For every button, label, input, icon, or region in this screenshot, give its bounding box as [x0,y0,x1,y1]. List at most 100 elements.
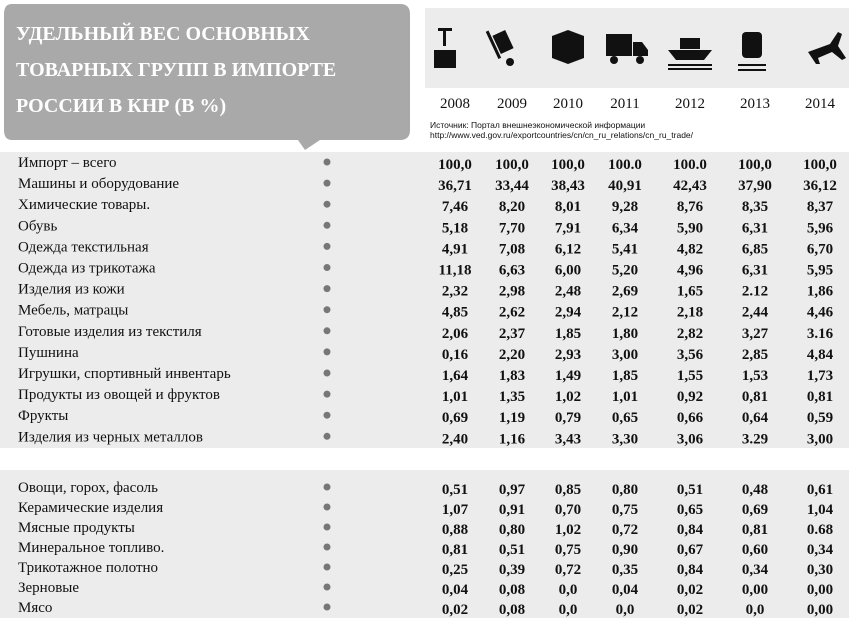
cell-value: 5,90 [677,220,703,236]
row-label: Одежда из трикотажа [18,261,156,277]
bullet [323,503,331,511]
cell-value: 0,81 [742,389,768,405]
cell-value: 5,41 [612,241,638,257]
row-label: Овощи, горох, фасоль [18,480,158,496]
cell-value: 0,51 [499,542,525,558]
bullet [323,285,331,293]
cell-value: 4,46 [807,305,834,321]
bullet [323,411,331,419]
cell-value: 0,92 [677,389,703,405]
source-line: http://www.ved.gov.ru/exportcountries/cn… [430,130,694,140]
cell-value: 100.0 [608,157,642,173]
title-bubble [4,4,410,150]
cell-value: 100,0 [738,157,772,173]
cell-value: 100,0 [551,157,585,173]
cell-value: 6,12 [555,241,581,257]
cell-value: 4,85 [442,305,468,321]
year: 2014 [805,96,836,112]
cell-value: 2,06 [442,326,469,342]
cell-value: 1,85 [555,326,581,342]
cell-value: 0,30 [807,562,833,578]
cell-value: 0,61 [807,482,833,498]
cell-value: 2,37 [499,326,526,342]
cell-value: 7,08 [499,241,525,257]
table-block [0,470,849,618]
cell-value: 0,25 [442,562,468,578]
cell-value: 0,60 [742,542,768,558]
cell-value: 6,31 [742,220,768,236]
cell-value: 5,20 [612,263,638,279]
cell-value: 0,64 [742,410,769,426]
cell-value: 2,98 [499,284,525,300]
cell-value: 2,62 [499,305,525,321]
row-label: Готовые изделия из текстиля [18,324,202,340]
cell-value: 2,44 [742,305,769,321]
cell-value: 1,01 [442,389,468,405]
row-label: Минеральное топливо. [18,540,164,556]
bullet [323,543,331,551]
cell-value: 0,69 [442,410,468,426]
cell-value: 0,75 [612,502,638,518]
cell-value: 6,85 [742,241,768,257]
cell-value: 1,73 [807,368,833,384]
cell-value: 0,0 [559,602,578,618]
cell-value: 6,34 [612,220,639,236]
cell-value: 0,04 [612,582,639,598]
row-label: Фрукты [18,408,68,424]
cell-value: 0,88 [442,522,468,538]
bullet [323,583,331,591]
cell-value: 8,20 [499,199,525,215]
cell-value: 3,06 [677,431,704,447]
cell-value: 1,19 [499,410,525,426]
cell-value: 6,31 [742,263,768,279]
row-label: Импорт – всего [18,155,116,171]
cell-value: 100.0 [673,157,707,173]
cell-value: 0,67 [677,542,704,558]
cell-value: 6,63 [499,263,525,279]
cell-value: 0,00 [807,582,833,598]
cell-value: 1,80 [612,326,638,342]
cell-value: 5,96 [807,220,834,236]
cell-value: 0,02 [677,602,703,618]
cell-value: 2,82 [677,326,703,342]
cell-value: 5,18 [442,220,468,236]
bullet [323,179,331,187]
row-label: Мясо [18,600,52,616]
bullet [323,327,331,335]
cell-value: 3,30 [612,431,638,447]
bullet [323,264,331,271]
cell-value: 0,72 [612,522,638,538]
cell-value: 0,81 [807,389,833,405]
cell-value: 2,48 [555,284,581,300]
bullet [323,523,331,531]
cell-value: 0,51 [442,482,468,498]
cell-value: 0,66 [677,410,704,426]
cell-value: 8,76 [677,199,704,215]
year: 2013 [740,96,770,112]
cell-value: 8,01 [555,199,581,215]
cell-value: 8,35 [742,199,768,215]
cell-value: 0,08 [499,582,525,598]
cell-value: 3.16 [807,326,834,342]
cell-value: 4,91 [442,241,468,257]
cell-value: 7,91 [555,220,581,236]
row-label: Продукты из овощей и фруктов [18,387,220,403]
cell-value: 0,39 [499,562,525,578]
cell-value: 0,02 [677,582,703,598]
cell-value: 0,90 [612,542,638,558]
cell-value: 0,00 [807,602,833,618]
row-label: Химические товары. [18,197,150,213]
row-label: Пушнина [18,345,79,361]
cell-value: 5,95 [807,263,833,279]
cell-value: 3,27 [742,326,769,342]
box-icon [552,30,584,64]
table-block [0,152,849,448]
cell-value: 100,0 [495,157,529,173]
cell-value: 2,18 [677,305,703,321]
cell-value: 0,91 [499,502,525,518]
icons [434,28,846,71]
year: 2011 [610,96,639,112]
cell-value: 2,85 [742,347,768,363]
cell-value: 2,20 [499,347,525,363]
